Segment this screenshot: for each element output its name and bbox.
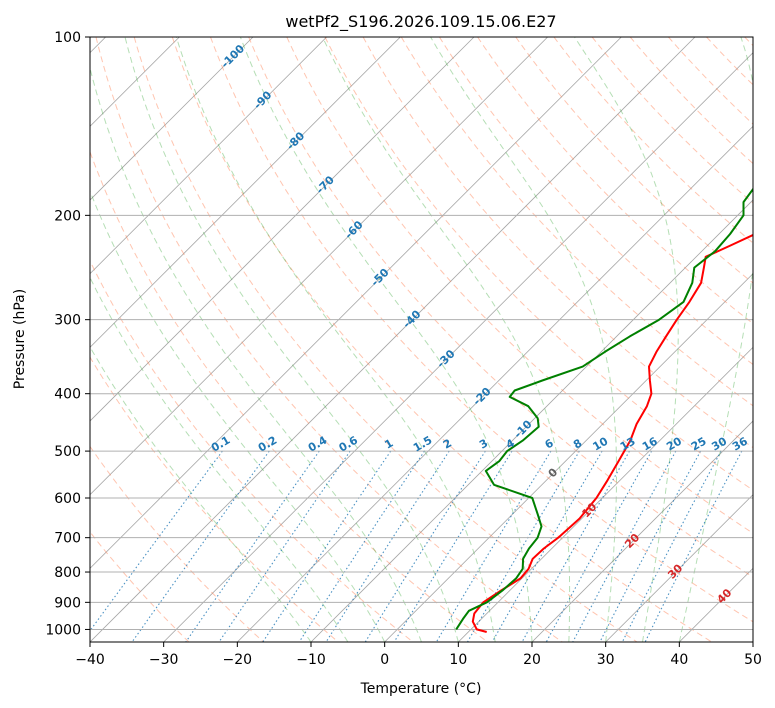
y-tick-label: 300 <box>54 313 81 329</box>
mixing-ratio-line <box>364 450 486 642</box>
mixing-ratio-line <box>393 450 513 642</box>
moist-adiabat-line <box>90 345 312 642</box>
dry-adiabat-line <box>324 37 753 491</box>
moist-adiabat-line <box>678 37 753 642</box>
x-tick-label: 50 <box>744 652 762 668</box>
reference-lines <box>90 37 753 642</box>
pressure-gridlines <box>90 37 753 630</box>
x-tick-label: 20 <box>523 652 541 668</box>
plot-frame <box>89 36 754 643</box>
y-tick-label: 700 <box>54 531 81 547</box>
isotherm-line <box>90 37 548 496</box>
isotherm-line <box>90 37 254 201</box>
dry-adiabat-line <box>362 37 753 449</box>
dry-adiabat-line <box>90 445 264 642</box>
moist-adiabat-line <box>574 37 679 642</box>
profile-line <box>455 187 753 630</box>
moist-adiabat-line <box>90 65 422 642</box>
y-tick-label: 100 <box>54 30 81 46</box>
x-tick-label: −40 <box>75 652 105 668</box>
x-tick-label: 30 <box>597 652 615 668</box>
mixing-ratio-line <box>185 450 320 642</box>
isotherm-line <box>310 199 753 642</box>
moist-adiabat-line <box>430 37 617 642</box>
dry-adiabat-line <box>438 37 753 366</box>
dry-adiabat-line <box>400 37 753 407</box>
y-tick-label: 800 <box>54 565 81 581</box>
x-tick-label: 40 <box>670 652 688 668</box>
x-tick-label: −30 <box>149 652 179 668</box>
mixing-ratio-line <box>572 450 677 642</box>
isotherm-line <box>90 37 401 348</box>
mixing-ratio-line <box>599 450 701 642</box>
x-tick-label: −20 <box>223 652 253 668</box>
dry-adiabat-line <box>95 37 563 642</box>
dry-adiabat-line <box>90 259 414 642</box>
moist-adiabat-line <box>90 189 386 642</box>
y-tick-label: 500 <box>54 444 81 460</box>
moist-adiabat-line <box>124 37 459 642</box>
y-tick-label: 1000 <box>45 622 81 638</box>
y-tick-label: 200 <box>54 208 81 224</box>
x-tick-label: 10 <box>449 652 467 668</box>
mixing-ratio-line <box>545 450 653 642</box>
dry-adiabat-line <box>171 37 712 642</box>
mixing-ratio-line <box>218 450 351 642</box>
mixing-ratio-line <box>131 450 270 642</box>
isotherm-line <box>90 37 327 275</box>
y-tick-label: 600 <box>54 491 81 507</box>
isotherm-line <box>458 346 753 642</box>
isotherm-line <box>605 494 753 642</box>
isotherm-line <box>90 37 696 642</box>
plot-background <box>90 37 753 642</box>
chart-title: wetPf2_S196.2026.109.15.06.E27 <box>285 12 556 32</box>
isotherm-line <box>531 420 753 642</box>
dry-adiabat-line <box>90 356 339 642</box>
mixing-ratio-line <box>621 450 722 642</box>
moist-adiabat-line <box>90 276 349 642</box>
isotherm-line <box>384 273 753 642</box>
y-tick-label: 900 <box>54 595 81 611</box>
profile-line <box>471 233 753 633</box>
profile-series <box>455 187 753 633</box>
y-tick-label: 400 <box>54 387 81 403</box>
x-axis-ticks: −40 −30 −20 −10 0 10 20 30 40 50 <box>75 642 762 668</box>
x-tick-label: 0 <box>380 652 389 668</box>
mixing-ratio-line <box>521 450 630 642</box>
dry-adiabat-line <box>286 37 753 534</box>
isotherm-line <box>237 125 753 642</box>
dry-adiabat-line <box>553 37 753 244</box>
dry-adiabat-line <box>133 37 638 642</box>
dry-adiabat-line <box>591 37 753 204</box>
mixing-ratio-line <box>435 450 552 642</box>
isotherm-line <box>163 52 753 642</box>
dry-adiabat-line <box>248 37 753 578</box>
x-tick-label: −10 <box>296 652 326 668</box>
isotherm-line <box>90 37 622 569</box>
moist-adiabat-line <box>239 37 533 642</box>
mixing-ratio-line <box>467 450 580 642</box>
y-axis-label: Pressure (hPa) <box>12 289 28 389</box>
dry-adiabat-line <box>210 37 753 623</box>
isotherm-line <box>90 37 475 422</box>
moist-adiabat-line <box>322 37 571 642</box>
mixing-ratio-line <box>491 450 603 642</box>
y-axis-ticks: 1000 900 800 700 600 500 400 300 200 100 <box>45 30 90 638</box>
x-axis-label: Temperature (°C) <box>360 681 482 697</box>
